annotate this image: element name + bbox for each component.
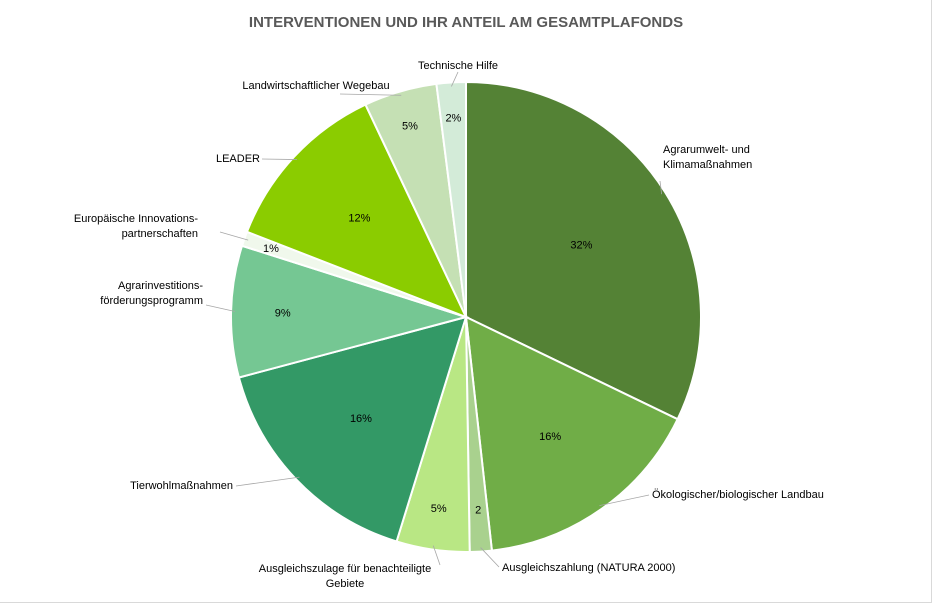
pie-slice (245, 103, 468, 319)
slice-category-label: Europäische Innovations-partnerschaften (74, 213, 198, 240)
slice-value-label: 16% (539, 431, 561, 443)
slice-value-label: 9% (275, 308, 291, 320)
leader-line (205, 304, 236, 312)
pie-slice (464, 315, 679, 552)
leader-line (599, 494, 650, 506)
leader-line (432, 545, 441, 566)
category-label-line: Landwirtschaftlicher Wegebau (242, 80, 389, 92)
category-labels: Agrarumwelt- und Klimamaßnahmen Ökologisch… (74, 60, 824, 590)
slice-category-label: Technische Hilfe (418, 60, 498, 72)
slice-category-label: Ausgleichszulage für benachteiligte Gebie… (259, 563, 431, 590)
category-label-line: Ausgleichszulage für benachteiligte (259, 563, 431, 575)
leader-line (339, 93, 402, 96)
slice-value-label: 5% (431, 503, 447, 515)
category-label-line: partnerschaften (122, 228, 198, 240)
leader-line (480, 547, 500, 568)
slice-value-label: 12% (348, 213, 370, 225)
chart-title: INTERVENTIONEN UND IHR ANTEIL AM GESAMTP… (249, 14, 683, 31)
slice-category-label: Ökologischer/biologischer Landbau (652, 489, 824, 501)
slice-category-label: Ausgleichszahlung (NATURA 2000) (502, 562, 675, 574)
pie-slice (435, 80, 467, 318)
category-label-line: Technische Hilfe (418, 60, 498, 72)
category-label-line: Ausgleichszahlung (NATURA 2000) (502, 562, 675, 574)
slice-value-label: 32% (570, 240, 592, 252)
pie-slice (237, 315, 468, 543)
slice-category-label: LEADER (216, 153, 260, 165)
pie-slices (230, 80, 702, 553)
slice-value-label: 1% (263, 243, 279, 255)
category-label-line: Agrarumwelt- und (663, 144, 750, 156)
slice-value-label: 2 (475, 504, 481, 516)
leader-line (235, 476, 300, 487)
slice-category-label: Tierwohlmaßnahmen (130, 480, 233, 492)
category-label-line: Agrarinvestitions- (118, 280, 203, 292)
leader-line (261, 158, 297, 160)
category-label-line: Ökologischer/biologischer Landbau (652, 489, 824, 501)
category-label-line: förderungsprogramm (100, 295, 203, 307)
slice-value-label: 16% (350, 413, 372, 425)
leader-line (219, 231, 249, 241)
category-label-line: LEADER (216, 153, 260, 165)
slice-category-label: Landwirtschaftlicher Wegebau (242, 80, 389, 92)
slice-category-label: Agrarinvestitions-förderungsprogramm (100, 280, 203, 307)
value-labels: 32% 16% 2 5% 16% 9% 1% 12% 5% 2% (263, 113, 593, 517)
pie-slice (465, 80, 702, 421)
category-label-line: Tierwohlmaßnahmen (130, 480, 233, 492)
pie-slice (230, 244, 470, 379)
category-label-line: Klimamaßnahmen (663, 159, 752, 171)
leader-line (451, 71, 459, 87)
slice-category-label: Agrarumwelt- und Klimamaßnahmen (663, 144, 752, 171)
slice-value-label: 5% (402, 120, 418, 132)
leader-line (659, 180, 663, 195)
category-label-line: Europäische Innovations- (74, 213, 198, 225)
category-label-line: Gebiete (326, 578, 365, 590)
slice-value-label: 2% (445, 113, 461, 125)
leader-lines (205, 71, 663, 568)
